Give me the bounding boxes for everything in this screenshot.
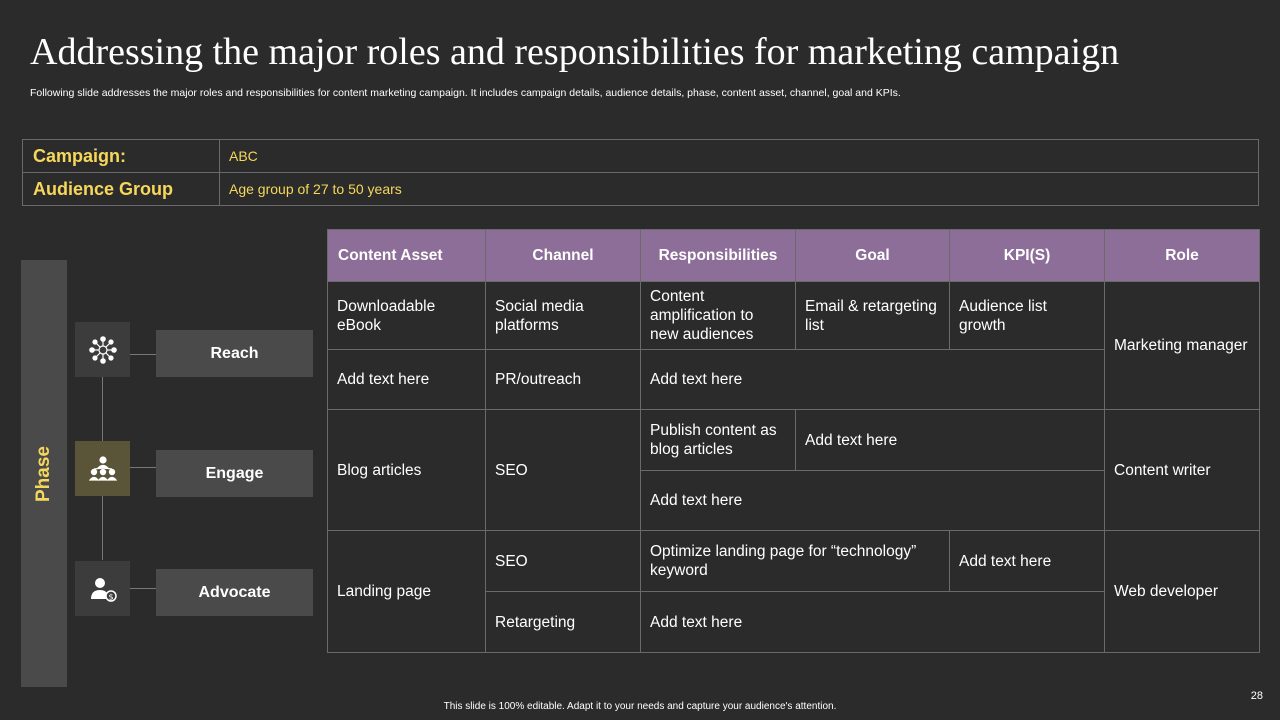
table-cell: Email & retargeting list — [795, 281, 950, 350]
table-row: Add text here — [328, 470, 1260, 531]
header-content-asset: Content Asset — [327, 229, 486, 282]
header-role: Role — [1104, 229, 1260, 282]
table-cell: Content amplification to new audiences — [640, 281, 796, 350]
table-cell: Marketing manager — [1104, 281, 1260, 410]
table-cell: Downloadable eBook — [327, 281, 486, 350]
network-icon — [75, 322, 130, 377]
phase-label: Phase — [33, 446, 54, 502]
user-advocate-icon: $ — [75, 561, 130, 616]
audience-row: Audience Group Age group of 27 to 50 yea… — [22, 172, 1259, 206]
table-cell: SEO — [485, 530, 641, 592]
campaign-label: Campaign: — [22, 139, 220, 173]
header-responsibilities: Responsibilities — [640, 229, 796, 282]
table-cell: Add text here — [640, 470, 1105, 531]
stage-engage: Engage — [156, 450, 313, 497]
table-cell: Add text here — [640, 591, 1105, 653]
phase-bar — [21, 260, 67, 687]
connector-reach — [130, 354, 156, 355]
table-cell: Landing page — [327, 530, 486, 653]
table-cell: Social media platforms — [485, 281, 641, 350]
table-cell: Web developer — [1104, 530, 1260, 653]
responsibilities-table: Content Asset Channel Responsibilities G… — [327, 229, 1260, 653]
table-cell: Retargeting — [485, 591, 641, 653]
table-cell: PR/outreach — [485, 349, 641, 410]
table-cell: Content writer — [1104, 409, 1260, 531]
header-goal: Goal — [795, 229, 950, 282]
table-cell: SEO — [485, 409, 641, 531]
table-row: Blog articles SEO Publish content as blo… — [327, 409, 1260, 531]
campaign-row: Campaign: ABC — [22, 139, 1259, 173]
table-row: Landing page SEO Optimize landing page f… — [327, 530, 1260, 653]
connector-advocate — [130, 588, 156, 589]
table-cell: Add text here — [640, 349, 1105, 410]
stage-advocate: Advocate — [156, 569, 313, 616]
header-channel: Channel — [485, 229, 641, 282]
table-cell: Add text here — [795, 409, 1105, 471]
table-cell: Blog articles — [327, 409, 486, 531]
stage-reach: Reach — [156, 330, 313, 377]
slide-subtitle: Following slide addresses the major role… — [30, 87, 901, 99]
table-cell: Optimize landing page for “technology” k… — [640, 530, 950, 592]
table-cell: Audience list growth — [949, 281, 1105, 350]
svg-text:$: $ — [108, 592, 113, 601]
page-number: 28 — [1250, 690, 1263, 702]
table-header-row: Content Asset Channel Responsibilities G… — [327, 229, 1260, 282]
table-row: Retargeting Add text here — [328, 591, 1260, 653]
table-row: Downloadable eBook Social media platform… — [327, 281, 1260, 410]
team-icon — [75, 441, 130, 496]
campaign-info-table: Campaign: ABC Audience Group Age group o… — [22, 139, 1259, 206]
table-cell: Add text here — [949, 530, 1105, 592]
header-kpi: KPI(S) — [949, 229, 1105, 282]
connector-engage — [130, 467, 156, 468]
table-cell: Add text here — [327, 349, 486, 410]
campaign-value: ABC — [219, 139, 1259, 173]
table-cell: Publish content as blog articles — [640, 409, 796, 471]
slide-title: Addressing the major roles and responsib… — [30, 31, 1120, 73]
footer-note: This slide is 100% editable. Adapt it to… — [443, 701, 837, 712]
audience-value: Age group of 27 to 50 years — [219, 172, 1259, 206]
audience-label: Audience Group — [22, 172, 220, 206]
